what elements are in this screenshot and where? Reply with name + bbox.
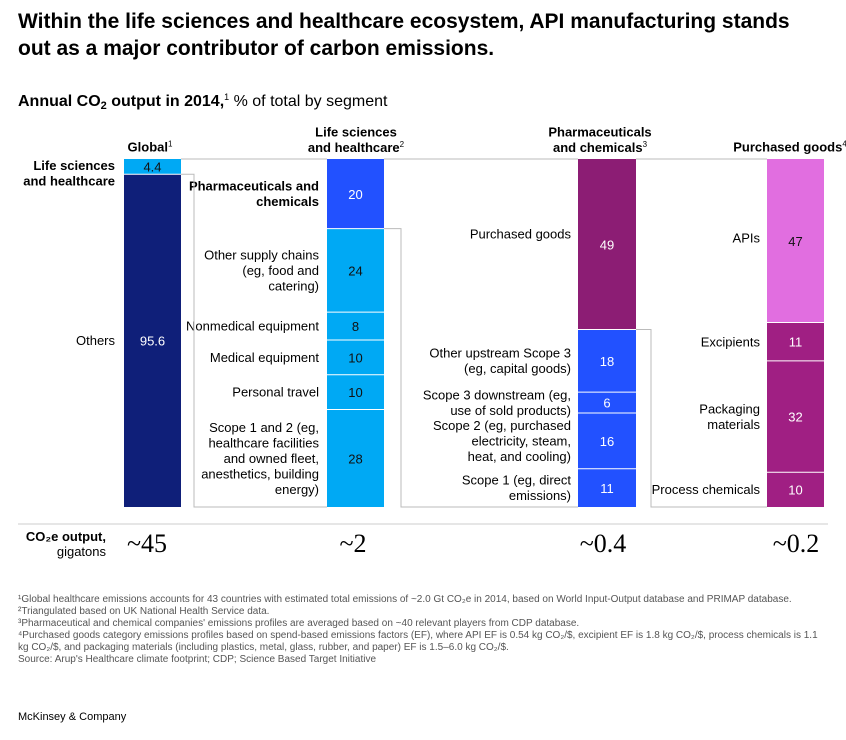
output-value-1: ~2 xyxy=(339,529,366,558)
output-value-0: ~45 xyxy=(127,529,167,558)
brand-logo-text: McKinsey & Company xyxy=(18,711,127,723)
category-label-0-0: Life sciences and healthcare xyxy=(23,158,115,189)
page-title: Within the life sciences and healthcare … xyxy=(18,10,790,60)
value-label-1-5: 28 xyxy=(348,451,362,466)
chart-subtitle: Annual CO2 output in 2014,1 % of total b… xyxy=(18,87,387,116)
column-header-2: Pharmaceuticals and chemicals3 xyxy=(548,124,651,155)
category-label-1-2: Nonmedical equipment xyxy=(186,319,319,334)
bar-segment-2-1 xyxy=(578,329,636,393)
category-label-1-1: Other supply chains (eg, food and catering… xyxy=(204,247,319,293)
subtitle-rest: % of total by segment xyxy=(229,93,388,110)
value-label-2-2: 6 xyxy=(603,396,610,411)
bar-segment-1-5 xyxy=(327,409,384,507)
bar-segment-1-0 xyxy=(327,159,384,229)
connector-bottom-0 xyxy=(181,173,327,508)
output-label-line2: gigatons xyxy=(56,544,106,559)
value-label-3-1: 11 xyxy=(789,335,803,350)
category-label-2-2: Scope 3 downstream (eg, use of sold produ… xyxy=(423,387,571,418)
value-label-3-3: 10 xyxy=(788,483,802,498)
footnote-source: Source: Arup's Healthcare climate footpr… xyxy=(18,654,377,665)
value-label-2-4: 11 xyxy=(600,481,614,496)
output-value-3: ~0.2 xyxy=(773,529,820,558)
subtitle-footnote-mark: 1 xyxy=(224,92,230,102)
value-label-1-1: 24 xyxy=(348,263,362,278)
footnote-4: ⁴Purchased goods category emissions prof… xyxy=(18,630,818,653)
footnote-3: ³Pharmaceutical and chemical companies' … xyxy=(18,618,580,629)
value-label-1-0: 20 xyxy=(348,187,362,202)
category-label-2-0: Purchased goods xyxy=(470,227,572,242)
bar-segment-3-1 xyxy=(767,322,824,361)
connector-bottom-1 xyxy=(384,228,578,508)
value-label-0-1: 95.6 xyxy=(140,334,165,349)
value-label-3-2: 32 xyxy=(788,410,802,425)
column-header-1: Life sciences and healthcare2 xyxy=(308,124,405,155)
category-label-3-2: Packaging materials xyxy=(699,401,760,432)
value-label-1-2: 8 xyxy=(352,319,359,334)
category-label-3-0: APIs xyxy=(733,231,761,246)
footnote-1: ¹Global healthcare emissions accounts fo… xyxy=(18,594,792,605)
bar-segment-1-3 xyxy=(327,339,384,375)
bar-segment-0-0 xyxy=(124,159,181,175)
output-label-line1: CO₂e output, xyxy=(25,529,106,544)
subtitle-bold-prefix: Annual CO xyxy=(18,93,101,110)
footnotes: ¹Global healthcare emissions accounts fo… xyxy=(18,594,828,666)
category-label-2-4: Scope 1 (eg, direct emissions) xyxy=(462,473,572,504)
output-row-label: CO₂e output, gigatons xyxy=(18,529,106,559)
value-label-3-0: 47 xyxy=(788,234,802,249)
value-label-1-4: 10 xyxy=(348,385,362,400)
value-label-1-3: 10 xyxy=(348,350,362,365)
footnote-2: ²Triangulated based on UK National Healt… xyxy=(18,606,270,617)
subtitle-bold-suffix: output in 2014, xyxy=(106,93,225,110)
category-label-0-1: Others xyxy=(76,333,116,348)
subtitle-subscript: 2 xyxy=(100,100,107,112)
bar-segment-2-3 xyxy=(578,413,636,469)
bar-segment-1-4 xyxy=(327,374,384,410)
category-label-1-4: Personal travel xyxy=(232,385,319,400)
bar-segment-0-1 xyxy=(124,174,181,507)
bar-segment-3-3 xyxy=(767,472,824,507)
category-label-3-3: Process chemicals xyxy=(652,482,761,497)
category-label-3-1: Excipients xyxy=(701,334,761,349)
column-header-3: Purchased goods4 xyxy=(733,140,846,155)
value-label-0-0: 4.4 xyxy=(143,160,161,175)
bar-segment-2-2 xyxy=(578,392,636,414)
bar-segment-2-0 xyxy=(578,159,636,330)
value-label-2-3: 16 xyxy=(600,434,614,449)
bar-segment-3-0 xyxy=(767,159,824,323)
bar-segment-1-2 xyxy=(327,312,384,340)
value-label-2-1: 18 xyxy=(600,354,614,369)
bar-segment-1-1 xyxy=(327,228,384,313)
output-value-2: ~0.4 xyxy=(580,529,627,558)
category-label-2-3: Scope 2 (eg, purchased electricity, steam… xyxy=(433,418,571,464)
category-label-1-0: Pharmaceuticals and chemicals xyxy=(189,179,319,210)
value-label-2-0: 49 xyxy=(600,237,614,252)
column-header-0: Global1 xyxy=(128,140,173,155)
category-label-2-1: Other upstream Scope 3 (eg, capital goods… xyxy=(429,346,571,377)
stacked-bar-chart: Global1 4.4 95.6 Life sciences and healthcar… xyxy=(18,124,846,558)
connector-bottom-2 xyxy=(636,329,767,508)
category-label-1-5: Scope 1 and 2 (eg, healthcare facilities a… xyxy=(201,420,319,497)
category-label-1-3: Medical equipment xyxy=(210,350,320,365)
bar-segment-2-4 xyxy=(578,468,636,507)
bar-segment-3-2 xyxy=(767,360,824,473)
